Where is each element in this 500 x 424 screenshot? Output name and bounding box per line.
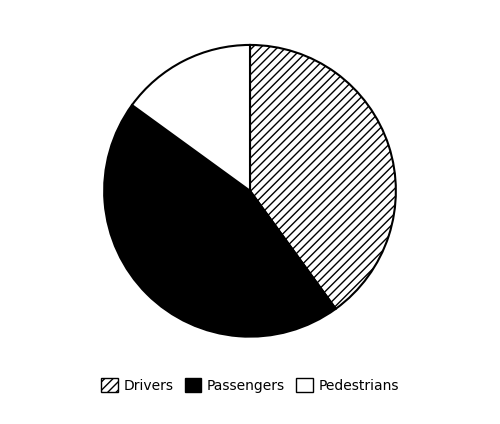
Legend: Drivers, Passengers, Pedestrians: Drivers, Passengers, Pedestrians — [98, 375, 402, 395]
Wedge shape — [132, 45, 250, 191]
Wedge shape — [104, 105, 336, 337]
Wedge shape — [250, 45, 396, 309]
